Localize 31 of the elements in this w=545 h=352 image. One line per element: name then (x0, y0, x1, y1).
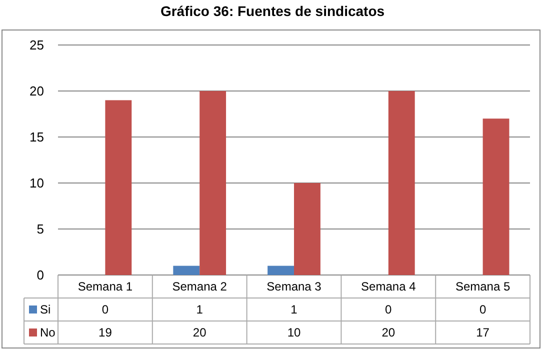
data-label: 17 (476, 326, 490, 340)
data-label: 20 (382, 326, 396, 340)
y-tick-label: 10 (30, 176, 44, 191)
y-tick-label: 0 (36, 268, 44, 283)
bar (105, 100, 132, 275)
x-tick-label: Semana 3 (266, 280, 322, 294)
legend-label: Si (40, 302, 51, 317)
y-tick-label: 25 (30, 38, 44, 53)
data-label: 19 (98, 326, 112, 340)
data-label: 1 (290, 302, 298, 317)
legend-label: No (40, 326, 56, 340)
y-tick-label: 20 (30, 84, 44, 99)
y-tick-label: 5 (36, 222, 44, 237)
chart-title: Gráfico 36: Fuentes de sindicatos (160, 3, 385, 19)
data-label: 0 (479, 302, 486, 317)
bar (294, 183, 320, 275)
y-tick-label: 15 (30, 130, 44, 145)
x-tick-label: Semana 1 (78, 280, 133, 294)
x-tick-label: Semana 4 (361, 280, 416, 294)
x-tick-label: Semana 2 (172, 280, 228, 294)
data-label: 1 (196, 302, 204, 317)
data-label: 20 (192, 326, 207, 340)
data-label: 10 (287, 326, 301, 340)
bar (173, 266, 200, 275)
x-tick-label: Semana 5 (455, 280, 510, 294)
bar (200, 91, 226, 275)
bar (482, 118, 510, 275)
bar (388, 91, 415, 275)
bar (268, 266, 294, 275)
data-label: 0 (102, 302, 109, 317)
data-label: 0 (385, 302, 392, 317)
